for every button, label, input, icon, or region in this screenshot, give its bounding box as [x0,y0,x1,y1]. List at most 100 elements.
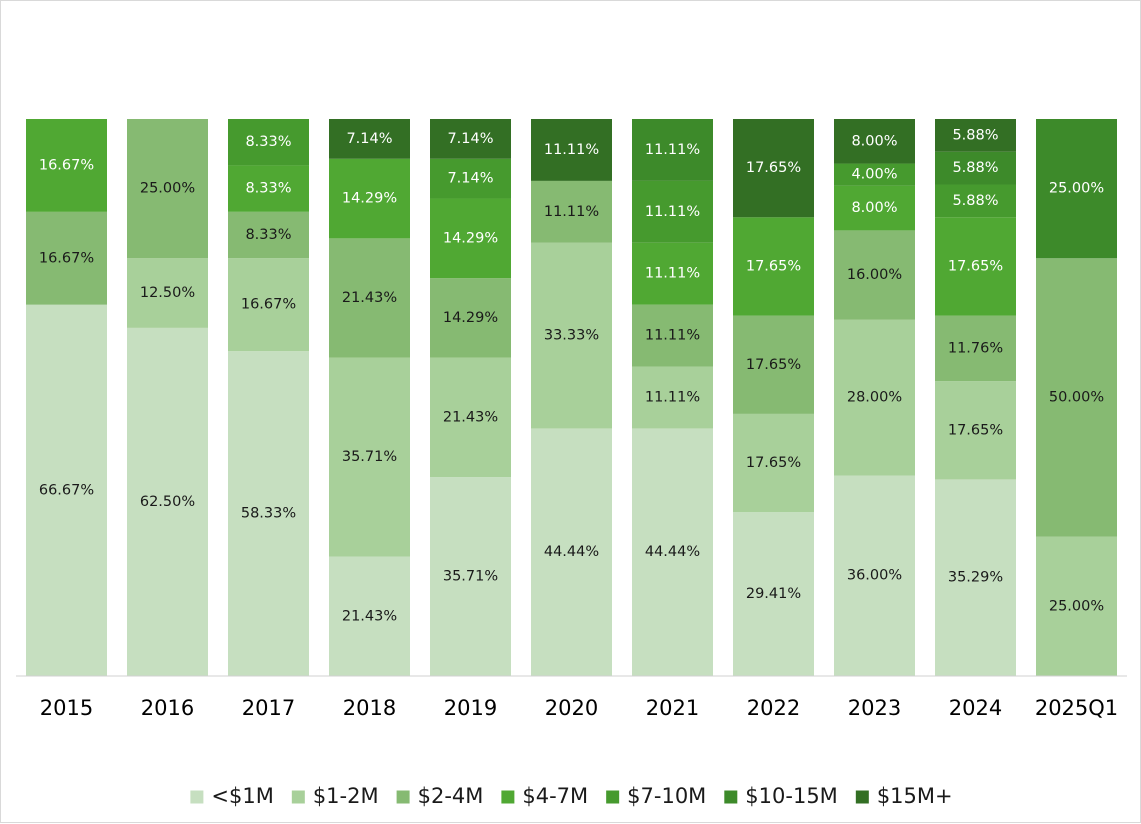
bar-segment-2017-2-4m [228,211,309,259]
bar-segment-2023-2-4m [834,230,915,320]
bar-segment-2017-1-2m [228,258,309,352]
bar-segment-2022-4-7m [733,217,814,316]
data-label-2023-15m: 8.00% [851,133,897,149]
bar-segment-2016-1-2m [127,258,208,328]
bar-segment-2017-7-10m [228,119,309,166]
data-label-2018-1m: 21.43% [342,608,397,624]
bar-segment-2024-1-2m [935,381,1016,480]
bar-segment-2018-15m [329,119,410,159]
legend-swatch-1m [190,790,204,804]
x-tick-label-2022: 2022 [747,696,800,720]
x-tick-label-2018: 2018 [343,696,396,720]
bar-segment-2025q1-2-4m [1036,258,1117,537]
x-tick-label-2017: 2017 [242,696,295,720]
data-label-2016-1-2m: 12.50% [140,285,195,301]
data-label-2022-2-4m: 17.65% [746,357,801,373]
bar-segment-2024-7-10m [935,184,1016,218]
data-label-2024-15m: 5.88% [952,127,998,143]
bar-segment-2024-15m [935,119,1016,152]
bar-segment-2022-15m [733,119,814,218]
data-label-2017-1m: 58.33% [241,506,296,522]
bar-segment-2023-7-10m [834,163,915,186]
legend-label-2-4m: $2-4M [418,784,484,808]
bar-segment-2018-1m [329,556,410,676]
bar-segment-2020-1m [531,428,612,676]
bar-segment-2021-10-15m [632,119,713,181]
bar-segment-2015-2-4m [26,211,107,305]
bar-segment-2024-2-4m [935,315,1016,382]
bar-segment-2019-15m [430,119,511,159]
data-label-2024-1m: 35.29% [948,570,1003,586]
data-label-2024-7-10m: 5.88% [952,193,998,209]
x-tick-label-2024: 2024 [949,696,1002,720]
data-label-2022-4-7m: 17.65% [746,258,801,274]
bar-segment-2021-1m [632,428,713,676]
bar-segment-2021-7-10m [632,180,713,243]
legend: <$1M $1-2M $2-4M $4-7M $7-10M $10-15M $15M+ [190,784,953,808]
bar-segment-2018-1-2m [329,357,410,557]
legend-label-4-7m: $4-7M [522,784,588,808]
legend-swatch-1-2m [291,790,305,804]
bar-segment-2016-1m [127,327,208,676]
data-label-2015-4-7m: 16.67% [39,157,94,173]
x-tick-label-2025q1: 2025Q1 [1035,696,1118,720]
data-label-2020-15m: 11.11% [544,142,599,158]
data-label-2018-1-2m: 35.71% [342,449,397,465]
legend-label-10-15m: $10-15M [745,784,838,808]
data-label-2024-10-15m: 5.88% [952,160,998,176]
x-tick-label-2023: 2023 [848,696,901,720]
data-label-2016-1m: 62.50% [140,494,195,510]
data-label-2019-7-10m: 7.14% [447,171,493,187]
data-label-2025q1-1-2m: 25.00% [1049,598,1104,614]
data-label-2024-2-4m: 11.76% [948,340,1003,356]
data-label-2021-2-4m: 11.11% [645,328,700,344]
x-tick-label-2020: 2020 [545,696,598,720]
bar-segment-2025q1-1-2m [1036,536,1117,676]
data-label-2025q1-10-15m: 25.00% [1049,181,1104,197]
legend-swatch-4-7m [501,790,515,804]
data-label-2020-1m: 44.44% [544,544,599,560]
data-label-2017-2-4m: 8.33% [245,227,291,243]
bar-segment-2019-4-7m [430,198,511,279]
legend-label-1m: <$1M [211,784,273,808]
data-label-2015-2-4m: 16.67% [39,250,94,266]
x-tick-label-2019: 2019 [444,696,497,720]
data-label-2020-1-2m: 33.33% [544,328,599,344]
bar-segment-2020-1-2m [531,242,612,429]
bar-segment-2023-15m [834,119,915,164]
data-label-2019-1m: 35.71% [443,569,498,585]
data-label-2022-1m: 29.41% [746,586,801,602]
data-label-2018-4-7m: 14.29% [342,191,397,207]
bar-segment-2022-1-2m [733,413,814,513]
data-label-2024-4-7m: 17.65% [948,258,1003,274]
bar-segment-2017-1m [228,351,309,676]
data-label-2023-1m: 36.00% [847,568,902,584]
data-labels-group: 66.67% 16.67% 16.67% 62.50% 12.50% 25.00% 58.3… [39,127,1104,624]
bar-segment-2020-15m [531,119,612,181]
bar-segment-2020-2-4m [531,180,612,243]
bar-segment-2021-2-4m [632,304,713,367]
data-label-2023-4-7m: 8.00% [851,200,897,216]
bar-segment-2024-4-7m [935,217,1016,316]
x-tick-labels-group: 2015 2016 2017 2018 2019 2020 2021 2022 2023 2024… [40,696,1118,720]
data-label-2019-2-4m: 14.29% [443,310,498,326]
data-label-2018-2-4m: 21.43% [342,290,397,306]
data-label-2023-1-2m: 28.00% [847,390,902,406]
bar-segment-2025q1-10-15m [1036,119,1117,259]
data-label-2017-7-10m: 8.33% [245,134,291,150]
bar-segment-2018-2-4m [329,238,410,358]
legend-swatch-15m [855,790,869,804]
bar-segment-2019-1-2m [430,357,511,478]
data-label-2022-1-2m: 17.65% [746,455,801,471]
bar-segment-2018-4-7m [329,158,410,239]
bar-segment-2019-1m [430,477,511,676]
data-label-2022-15m: 17.65% [746,160,801,176]
legend-swatch-7-10m [606,790,620,804]
x-tick-label-2016: 2016 [141,696,194,720]
legend-label-1-2m: $1-2M [313,784,379,808]
data-label-2020-2-4m: 11.11% [544,204,599,220]
data-label-2024-1-2m: 17.65% [948,422,1003,438]
bar-segment-2019-7-10m [430,158,511,199]
